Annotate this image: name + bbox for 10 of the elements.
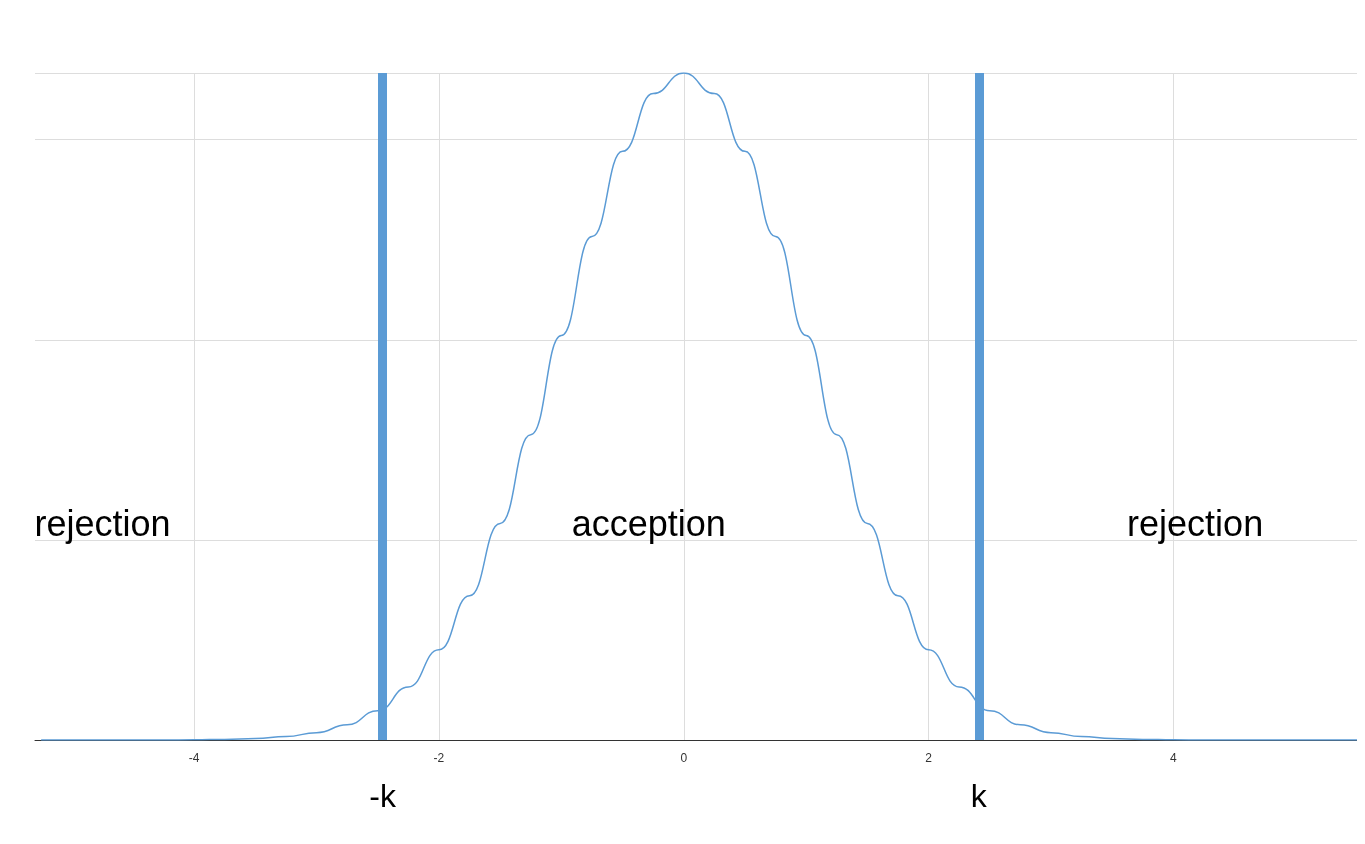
x-tick-label: -4 <box>188 751 200 765</box>
annotation: rejection <box>1127 502 1264 544</box>
annotation: rejection <box>34 502 171 544</box>
ref-line-label: -k <box>369 778 397 814</box>
x-tick-label: 4 <box>1170 751 1178 765</box>
x-tick-label: -2 <box>433 751 445 765</box>
ref-line-label: k <box>970 778 988 814</box>
x-tick-label: 0 <box>680 751 688 765</box>
annotation: acception <box>571 502 726 544</box>
x-tick-label: 2 <box>925 751 933 765</box>
